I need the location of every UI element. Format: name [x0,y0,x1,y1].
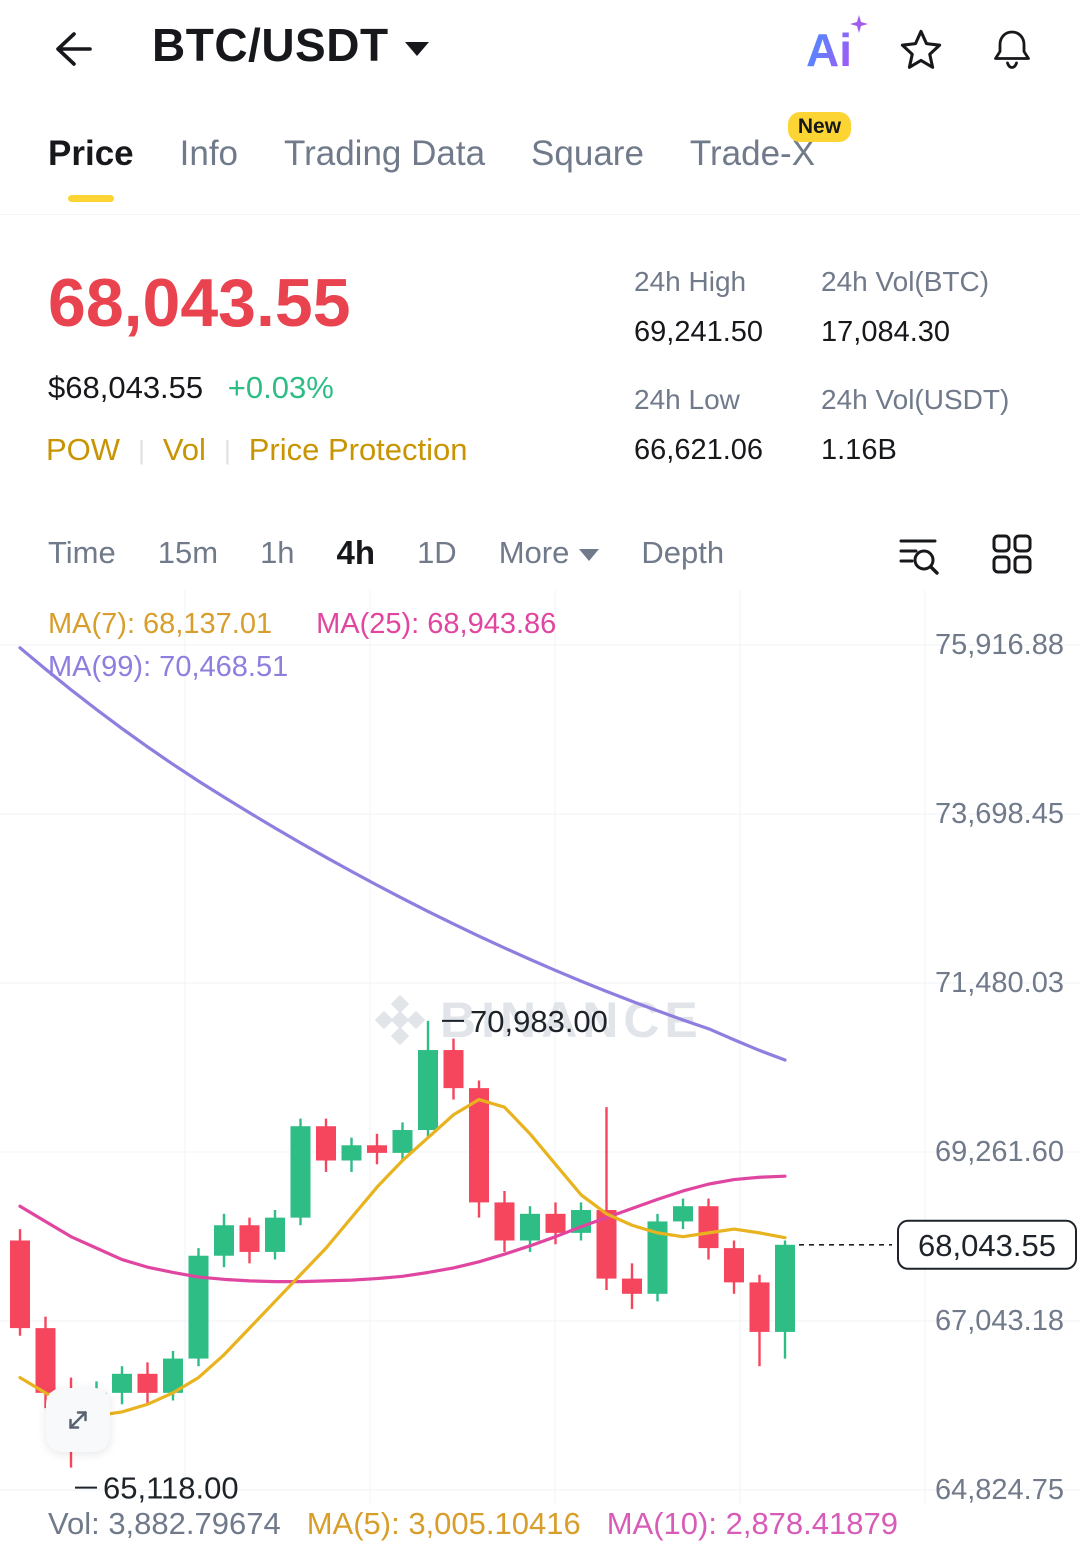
favorite-star-icon[interactable] [898,27,944,73]
ai-label: Ai [806,24,852,76]
timeframe-label: 1h [260,535,295,570]
depth-toggle[interactable]: Depth [641,535,724,571]
chart-tools [896,532,1034,576]
pair-selector[interactable]: BTC/USDT [152,18,429,72]
back-icon[interactable] [50,26,96,72]
stat-value-24h-low: 66,621.06 [634,434,764,466]
expand-chart-button[interactable] [46,1388,110,1452]
price-change-percent: +0.03% [227,370,334,405]
y-axis-label: 75,916.88 [934,629,1064,661]
timeframe-time[interactable]: Time [48,535,116,571]
tab-label: Square [531,134,644,173]
tag-pow[interactable]: POW [46,432,121,467]
tab-square[interactable]: Square [531,134,644,202]
svg-text:65,118.00: 65,118.00 [103,1471,239,1505]
stat-label-24h-low: 24h Low [634,384,740,415]
stat-value-24h-vol-usdt: 1.16B [821,434,897,466]
timeframe-4h[interactable]: 4h [337,534,376,572]
layout-grid-icon[interactable] [990,532,1034,576]
chevron-down-icon [579,549,600,561]
stat-value-24h-vol-btc: 17,084.30 [821,316,951,348]
y-axis-label: 69,261.60 [934,1136,1064,1168]
tags-row: POW | Vol | Price Protection [46,432,468,468]
timeframe-label: Time [48,535,116,570]
page-title: BTC/USDT [152,19,389,71]
tag-vol[interactable]: Vol [162,432,206,467]
timeframe-1h[interactable]: 1h [260,535,294,571]
svg-text:BINANCE: BINANCE [440,992,703,1048]
indicators-icon[interactable] [896,532,940,576]
volume-legend: Vol: 3,882.79674 MA(5): 3,005.10416 MA(1… [48,1506,898,1542]
timeframe-label: Depth [641,535,725,570]
y-axis-label: 73,698.45 [934,798,1064,830]
y-axis-label: 67,043.18 [934,1304,1064,1337]
timeframe-label: 4h [336,534,376,571]
timeframe-more-dropdown[interactable]: More [499,535,600,571]
expand-arrows-icon [69,1411,87,1429]
notifications-bell-icon[interactable] [990,27,1034,73]
last-price: 68,043.55 [48,265,351,341]
chevron-down-icon [404,42,429,56]
y-axis-label: 71,480.03 [934,966,1064,999]
stats-grid: 24h High 24h Vol(BTC) 69,241.50 17,084.3… [634,266,1009,484]
timeframe-label: More [498,535,570,570]
tab-info[interactable]: Info [180,134,238,202]
divider: | [223,434,231,465]
sparkle-icon [850,15,868,33]
new-badge: New [787,112,852,142]
volume-value: Vol: 3,882.79674 [48,1506,281,1541]
svg-text:68,043.55: 68,043.55 [918,1228,1056,1263]
stat-label-24h-vol-usdt: 24h Vol(USDT) [821,384,1010,415]
tab-label: Trading Data [284,134,486,173]
fiat-price-row: $68,043.55 +0.03% [48,370,334,406]
tab-trade-x[interactable]: Trade-X New [690,112,852,202]
volume-ma10: MA(10): 2,878.41879 [606,1506,898,1541]
tab-label: Price [48,134,134,173]
timeframe-toolbar: Time 15m 1h 4h 1D More Depth [48,534,724,572]
tab-bar: Price Info Trading Data Square Trade-X N… [48,112,852,202]
timeframe-15m[interactable]: 15m [158,535,218,571]
timeframe-label: 1D [417,535,457,570]
divider [0,214,1080,215]
y-axis-label: 64,824.75 [934,1474,1064,1506]
stat-value-24h-high: 69,241.50 [634,316,764,348]
volume-ma5: MA(5): 3,005.10416 [306,1506,581,1541]
tab-label: Info [179,134,239,173]
tab-price[interactable]: Price [48,134,134,202]
tab-trading-data[interactable]: Trading Data [284,134,485,202]
header: BTC/USDT Ai [0,0,1080,104]
chart-area: BINANCE 70,983.00 65,118.00 68,043.55 [0,590,1080,1506]
divider: | [138,434,145,465]
tag-price-protection[interactable]: Price Protection [248,432,468,467]
ai-assistant-button[interactable]: Ai [806,15,868,77]
fiat-price: $68,043.55 [48,370,204,405]
stat-label-24h-high: 24h High [634,266,747,297]
stat-label-24h-vol-btc: 24h Vol(BTC) [821,266,990,297]
timeframe-label: 15m [157,535,219,570]
svg-text:70,983.00: 70,983.00 [470,1004,608,1039]
timeframe-1d[interactable]: 1D [417,535,457,571]
active-tab-underline [67,195,114,202]
